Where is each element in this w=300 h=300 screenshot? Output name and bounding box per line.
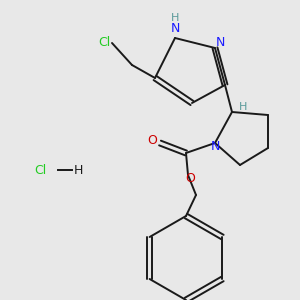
Text: H: H bbox=[239, 102, 247, 112]
Text: N: N bbox=[170, 22, 180, 34]
Text: H: H bbox=[171, 13, 179, 23]
Text: O: O bbox=[185, 172, 195, 184]
Text: N: N bbox=[210, 140, 220, 154]
Text: H: H bbox=[73, 164, 83, 176]
Text: Cl: Cl bbox=[34, 164, 46, 176]
Text: Cl: Cl bbox=[98, 35, 110, 49]
Text: N: N bbox=[215, 35, 225, 49]
Text: O: O bbox=[147, 134, 157, 148]
